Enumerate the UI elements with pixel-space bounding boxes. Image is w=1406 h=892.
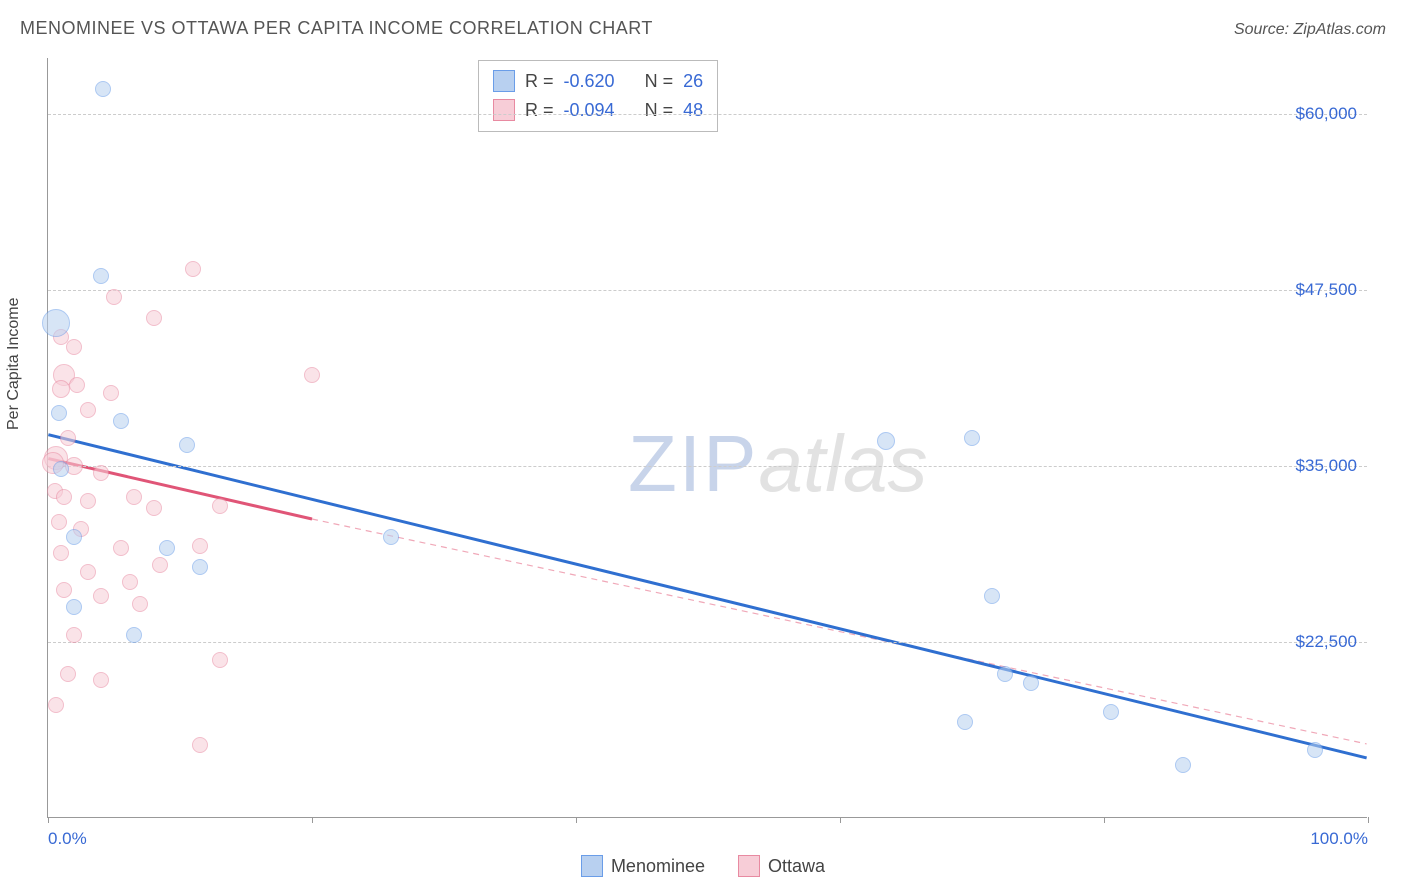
series2-point	[60, 430, 76, 446]
gridline	[48, 642, 1367, 643]
series2-point	[113, 540, 129, 556]
watermark-zip: ZIP	[628, 419, 758, 508]
gridline	[48, 114, 1367, 115]
legend-swatch-1	[581, 855, 603, 877]
legend-item-1: Menominee	[581, 855, 705, 877]
r-value-1: -0.620	[564, 67, 615, 96]
x-tick-label: 0.0%	[48, 829, 87, 849]
n-value-2: 48	[683, 96, 703, 125]
legend-label-2: Ottawa	[768, 856, 825, 877]
stats-row-2: R = -0.094 N = 48	[493, 96, 703, 125]
series2-point	[56, 582, 72, 598]
series2-point	[185, 261, 201, 277]
series1-point	[984, 588, 1000, 604]
bottom-legend: Menominee Ottawa	[0, 855, 1406, 882]
swatch-series1	[493, 70, 515, 92]
series1-point	[383, 529, 399, 545]
series1-point	[179, 437, 195, 453]
n-label-2: N =	[645, 96, 674, 125]
source-attribution: Source: ZipAtlas.com	[1234, 21, 1386, 39]
x-tick-label: 100.0%	[1310, 829, 1368, 849]
y-axis-label: Per Capita Income	[5, 297, 23, 430]
y-tick-label: $35,000	[1296, 456, 1357, 476]
series2-point	[53, 545, 69, 561]
legend-label-1: Menominee	[611, 856, 705, 877]
gridline	[48, 466, 1367, 467]
series1-point	[42, 309, 70, 337]
y-tick-label: $22,500	[1296, 632, 1357, 652]
series2-point	[122, 574, 138, 590]
series2-point	[93, 672, 109, 688]
series2-point	[80, 564, 96, 580]
r-label-2: R =	[525, 96, 554, 125]
series2-point	[212, 498, 228, 514]
series2-point	[304, 367, 320, 383]
series2-point	[66, 627, 82, 643]
gridline	[48, 290, 1367, 291]
x-tick-mark	[840, 817, 841, 823]
series1-point	[964, 430, 980, 446]
r-label-1: R =	[525, 67, 554, 96]
series2-point	[93, 465, 109, 481]
series2-point	[48, 697, 64, 713]
chart-title: MENOMINEE VS OTTAWA PER CAPITA INCOME CO…	[20, 18, 653, 39]
series1-point	[957, 714, 973, 730]
trend-svg	[48, 58, 1367, 817]
series2-point	[66, 339, 82, 355]
x-tick-mark	[48, 817, 49, 823]
series1-point	[66, 529, 82, 545]
n-value-1: 26	[683, 67, 703, 96]
series1-point	[113, 413, 129, 429]
series2-point	[52, 380, 70, 398]
series1-point	[1103, 704, 1119, 720]
swatch-series2	[493, 99, 515, 121]
series1-point	[51, 405, 67, 421]
series2-point	[192, 737, 208, 753]
series1-point	[1023, 675, 1039, 691]
series2-point	[93, 588, 109, 604]
series2-point	[51, 514, 67, 530]
x-tick-mark	[1368, 817, 1369, 823]
series1-point	[877, 432, 895, 450]
legend-item-2: Ottawa	[738, 855, 825, 877]
stats-row-1: R = -0.620 N = 26	[493, 67, 703, 96]
series1-point	[126, 627, 142, 643]
series2-point	[212, 652, 228, 668]
series2-point	[152, 557, 168, 573]
series2-point	[126, 489, 142, 505]
series1-point	[53, 461, 69, 477]
stats-box: R = -0.620 N = 26 R = -0.094 N = 48	[478, 60, 718, 132]
series2-point	[146, 310, 162, 326]
series2-point	[132, 596, 148, 612]
series2-point	[192, 538, 208, 554]
series2-point	[80, 402, 96, 418]
legend-swatch-2	[738, 855, 760, 877]
series2-point	[80, 493, 96, 509]
series2-point	[56, 489, 72, 505]
series1-point	[997, 666, 1013, 682]
series1-point	[1307, 742, 1323, 758]
x-tick-mark	[1104, 817, 1105, 823]
series1-point	[66, 599, 82, 615]
y-tick-label: $47,500	[1296, 280, 1357, 300]
series1-point	[95, 81, 111, 97]
header: MENOMINEE VS OTTAWA PER CAPITA INCOME CO…	[20, 18, 1386, 39]
n-label-1: N =	[645, 67, 674, 96]
series2-point	[106, 289, 122, 305]
x-tick-mark	[576, 817, 577, 823]
series1-point	[159, 540, 175, 556]
series1-point	[1175, 757, 1191, 773]
plot-area: ZIPatlas R = -0.620 N = 26 R = -0.094 N …	[47, 58, 1367, 818]
series2-point	[69, 377, 85, 393]
series2-point	[146, 500, 162, 516]
series2-point	[103, 385, 119, 401]
series2-point	[60, 666, 76, 682]
r-value-2: -0.094	[564, 96, 615, 125]
watermark-atlas: atlas	[758, 419, 927, 508]
series1-point	[192, 559, 208, 575]
series1-point	[93, 268, 109, 284]
x-tick-mark	[312, 817, 313, 823]
y-tick-label: $60,000	[1296, 104, 1357, 124]
